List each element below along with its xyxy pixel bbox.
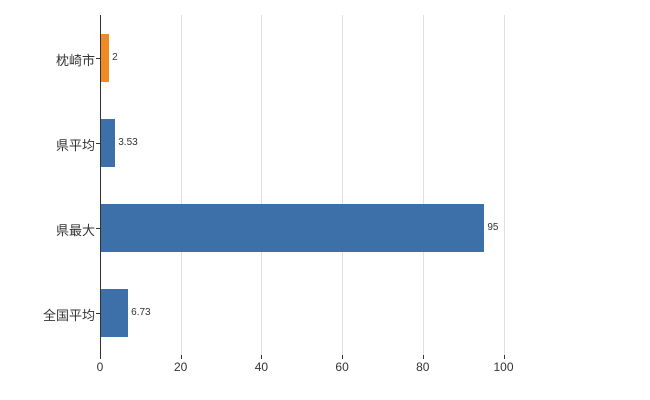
bar-2 bbox=[101, 203, 485, 252]
y-tick-mark bbox=[96, 142, 100, 144]
x-tick-label: 60 bbox=[335, 360, 349, 374]
category-label-2: 県最大 bbox=[55, 222, 95, 238]
bar-0 bbox=[101, 33, 110, 82]
gridline-x-80 bbox=[422, 15, 424, 355]
x-tick-mark bbox=[342, 355, 344, 359]
y-tick-mark bbox=[96, 227, 100, 229]
gridline-x-100 bbox=[503, 15, 505, 355]
gridline-x-60 bbox=[342, 15, 344, 355]
x-tick-label: 40 bbox=[254, 360, 269, 374]
y-tick-mark bbox=[96, 57, 100, 59]
x-tick-label: 80 bbox=[416, 360, 430, 374]
x-tick-mark bbox=[261, 355, 263, 359]
x-tick-label: 100 bbox=[493, 360, 514, 374]
x-tick-label: 20 bbox=[174, 360, 188, 374]
bar-value-label: 95 bbox=[487, 221, 499, 233]
bar-value-label: 2 bbox=[112, 51, 118, 63]
gridline-x-20 bbox=[180, 15, 182, 355]
bar-3 bbox=[101, 288, 129, 337]
bar-1 bbox=[101, 118, 116, 167]
category-label-1: 県平均 bbox=[55, 137, 95, 153]
x-tick-mark bbox=[180, 355, 182, 359]
x-tick-mark bbox=[100, 355, 101, 359]
x-tick-label: 0 bbox=[96, 360, 104, 374]
category-label-0: 枕崎市 bbox=[55, 52, 95, 68]
y-axis-line bbox=[100, 15, 101, 356]
bar-value-label: 3.53 bbox=[118, 136, 138, 148]
y-tick-mark bbox=[96, 312, 100, 314]
x-tick-mark bbox=[503, 355, 505, 359]
category-label-3: 全国平均 bbox=[42, 307, 95, 323]
gridline-x-40 bbox=[261, 15, 263, 355]
plot-area bbox=[100, 15, 560, 355]
x-tick-mark bbox=[422, 355, 424, 359]
bar-value-label: 6.73 bbox=[131, 306, 151, 318]
